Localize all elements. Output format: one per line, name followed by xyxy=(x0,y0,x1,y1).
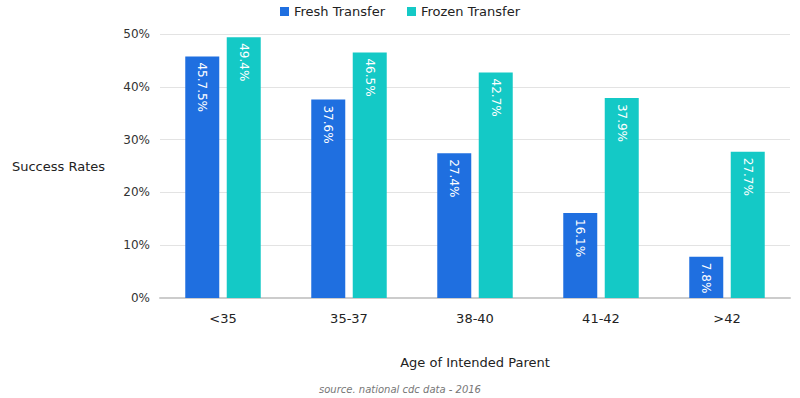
svg-text:35-37: 35-37 xyxy=(330,311,368,326)
svg-text:37.9%: 37.9% xyxy=(615,104,629,142)
svg-text:27.7%: 27.7% xyxy=(741,158,755,196)
svg-text:27.4%: 27.4% xyxy=(447,159,461,197)
svg-text:20%: 20% xyxy=(123,185,150,199)
svg-text:40%: 40% xyxy=(123,80,150,94)
svg-text:16.1%: 16.1% xyxy=(573,219,587,257)
svg-text:30%: 30% xyxy=(123,133,150,147)
svg-text:Fresh Transfer: Fresh Transfer xyxy=(294,4,386,19)
svg-text:Age of Intended Parent: Age of Intended Parent xyxy=(400,355,550,370)
svg-text:<35: <35 xyxy=(209,311,236,326)
svg-text:>42: >42 xyxy=(713,311,740,326)
svg-text:0%: 0% xyxy=(131,291,150,305)
svg-text:49.4%: 49.4% xyxy=(237,43,251,81)
svg-text:45.7.5%: 45.7.5% xyxy=(195,62,209,112)
svg-text:7.8%: 7.8% xyxy=(699,263,713,294)
svg-text:source. national cdc data - 20: source. national cdc data - 2016 xyxy=(319,384,481,395)
svg-text:50%: 50% xyxy=(123,27,150,41)
svg-text:42.7%: 42.7% xyxy=(489,79,503,117)
svg-text:38-40: 38-40 xyxy=(456,311,494,326)
svg-text:46.5%: 46.5% xyxy=(363,58,377,96)
svg-text:Success Rates: Success Rates xyxy=(12,159,105,174)
svg-text:41-42: 41-42 xyxy=(582,311,620,326)
svg-text:Frozen Transfer: Frozen Transfer xyxy=(421,4,521,19)
svg-text:10%: 10% xyxy=(123,238,150,252)
svg-text:37.6%: 37.6% xyxy=(321,105,335,143)
